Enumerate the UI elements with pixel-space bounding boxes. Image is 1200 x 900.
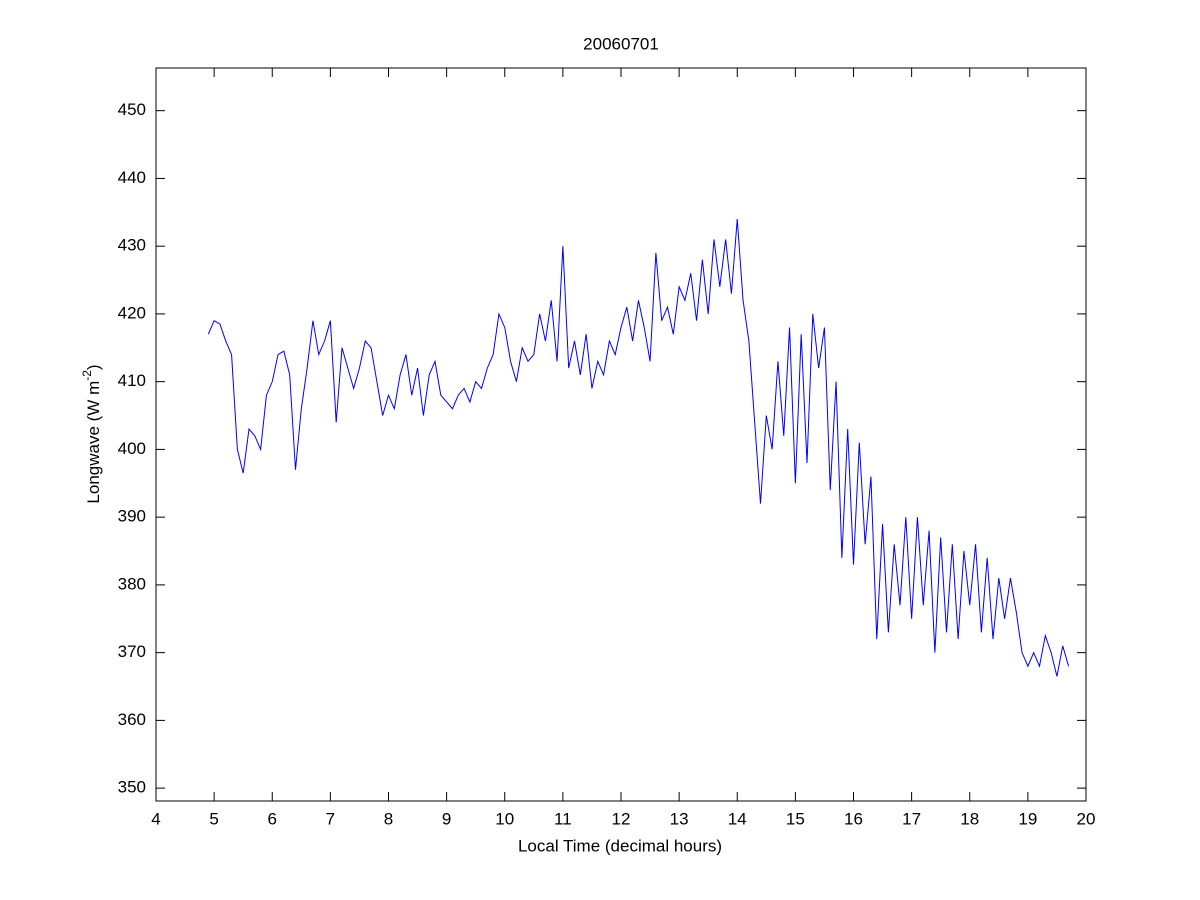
x-tick-label: 13 bbox=[670, 809, 689, 828]
y-axis-label: Longwave (W m-2) bbox=[80, 364, 103, 503]
plot-frame bbox=[155, 67, 1087, 802]
y-tick-label: 380 bbox=[118, 574, 146, 593]
x-tick-label: 11 bbox=[554, 809, 572, 828]
x-tick-label: 12 bbox=[612, 809, 631, 828]
y-tick-label: 450 bbox=[118, 100, 146, 119]
y-tick-label: 350 bbox=[118, 778, 146, 797]
x-tick-label: 20 bbox=[1077, 809, 1096, 828]
x-tick-label: 7 bbox=[326, 809, 335, 828]
x-tick-label: 14 bbox=[728, 809, 747, 828]
y-axis-label-end: ) bbox=[84, 364, 103, 370]
x-tick-label: 19 bbox=[1018, 809, 1037, 828]
x-tick-label: 18 bbox=[960, 809, 979, 828]
y-axis-label-main: Longwave (W m bbox=[84, 381, 103, 504]
x-tick-label: 6 bbox=[268, 809, 277, 828]
y-tick-label: 370 bbox=[118, 642, 146, 661]
x-tick-label: 4 bbox=[151, 809, 160, 828]
x-tick-label: 17 bbox=[902, 809, 921, 828]
x-tick-label: 16 bbox=[844, 809, 863, 828]
y-tick-label: 410 bbox=[118, 371, 146, 390]
x-tick-label: 15 bbox=[786, 809, 805, 828]
y-axis-label-exponent: -2 bbox=[80, 370, 94, 381]
y-tick-label: 400 bbox=[118, 439, 146, 458]
y-tick-label: 430 bbox=[118, 236, 146, 255]
y-tick-label: 420 bbox=[118, 303, 146, 322]
x-tick-label: 9 bbox=[442, 809, 451, 828]
y-tick-label: 440 bbox=[118, 168, 146, 187]
y-tick-label: 390 bbox=[118, 507, 146, 526]
x-tick-label: 10 bbox=[495, 809, 514, 828]
x-axis-label: Local Time (decimal hours) bbox=[518, 836, 722, 855]
chart-title: 20060701 bbox=[583, 34, 659, 53]
x-tick-label: 5 bbox=[209, 809, 218, 828]
data-line bbox=[207, 219, 1070, 677]
y-tick-label: 360 bbox=[118, 710, 146, 729]
x-tick-label: 8 bbox=[384, 809, 393, 828]
